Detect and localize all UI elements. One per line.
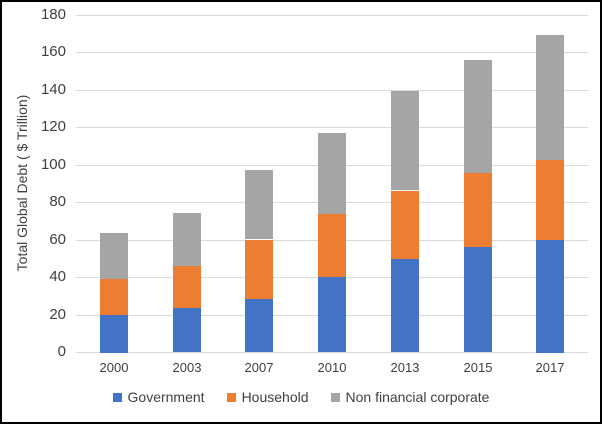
bar-2017-non-financial-corporate xyxy=(536,35,564,160)
y-tick-label-0: 0 xyxy=(57,343,66,360)
x-tick-label-2007: 2007 xyxy=(244,360,274,375)
y-tick-label-20: 20 xyxy=(49,306,66,323)
bar-2000-household xyxy=(100,279,128,315)
bar-2007-household xyxy=(245,240,273,299)
x-tick-label-2013: 2013 xyxy=(390,360,420,375)
y-tick-label-160: 160 xyxy=(40,43,66,60)
bar-2015-government xyxy=(464,247,492,352)
bar-2007-government xyxy=(245,299,273,352)
bar-2013-government xyxy=(391,258,419,352)
bar-2003-government xyxy=(173,308,201,352)
y-tick-label-60: 60 xyxy=(49,231,66,248)
bar-2000-non-financial-corporate xyxy=(100,233,128,279)
bar-2010-government xyxy=(318,277,346,352)
legend: Government Household Non financial corpora… xyxy=(2,389,600,405)
x-tick-label-2017: 2017 xyxy=(535,360,565,375)
bar-2003-non-financial-corporate xyxy=(173,213,201,266)
legend-marker-icon-non-financial-corporate xyxy=(330,392,340,402)
y-tick-label-40: 40 xyxy=(49,268,66,285)
legend-item-government: Government xyxy=(112,389,205,405)
gridline-160 xyxy=(76,52,588,53)
bar-2003-household xyxy=(173,266,201,308)
legend-label: Government xyxy=(127,389,205,405)
bar-2015-non-financial-corporate xyxy=(464,60,492,173)
legend-item-household: Household xyxy=(226,389,309,405)
bar-2000-government xyxy=(100,315,128,353)
bar-2015-household xyxy=(464,173,492,247)
y-tick-label-100: 100 xyxy=(40,156,66,173)
x-tick-label-2000: 2000 xyxy=(99,360,129,375)
gridline-120 xyxy=(76,127,588,128)
x-tick-label-2003: 2003 xyxy=(172,360,202,375)
legend-label: Non financial corporate xyxy=(345,389,490,405)
gridline-0 xyxy=(76,352,588,353)
y-tick-label-80: 80 xyxy=(49,193,66,210)
y-tick-label-140: 140 xyxy=(40,81,66,98)
bar-2010-household xyxy=(318,213,346,277)
bar-2017-household xyxy=(536,160,564,240)
legend-label: Household xyxy=(241,389,309,405)
bar-2013-household xyxy=(391,191,419,259)
y-tick-label-180: 180 xyxy=(40,6,66,23)
y-axis-title: Total Global Debt ( $ Trillion) xyxy=(14,94,30,272)
x-tick-label-2015: 2015 xyxy=(463,360,493,375)
gridline-140 xyxy=(76,90,588,91)
y-tick-label-120: 120 xyxy=(40,118,66,135)
bar-2013-non-financial-corporate xyxy=(391,91,419,190)
gridline-180 xyxy=(76,15,588,16)
bar-2007-non-financial-corporate xyxy=(245,170,273,239)
bar-2010-non-financial-corporate xyxy=(318,133,346,214)
x-tick-label-2010: 2010 xyxy=(317,360,347,375)
bar-2017-government xyxy=(536,240,564,353)
legend-marker-icon-household xyxy=(226,392,236,402)
legend-item-non-financial-corporate: Non financial corporate xyxy=(330,389,490,405)
legend-marker-icon-government xyxy=(112,392,122,402)
